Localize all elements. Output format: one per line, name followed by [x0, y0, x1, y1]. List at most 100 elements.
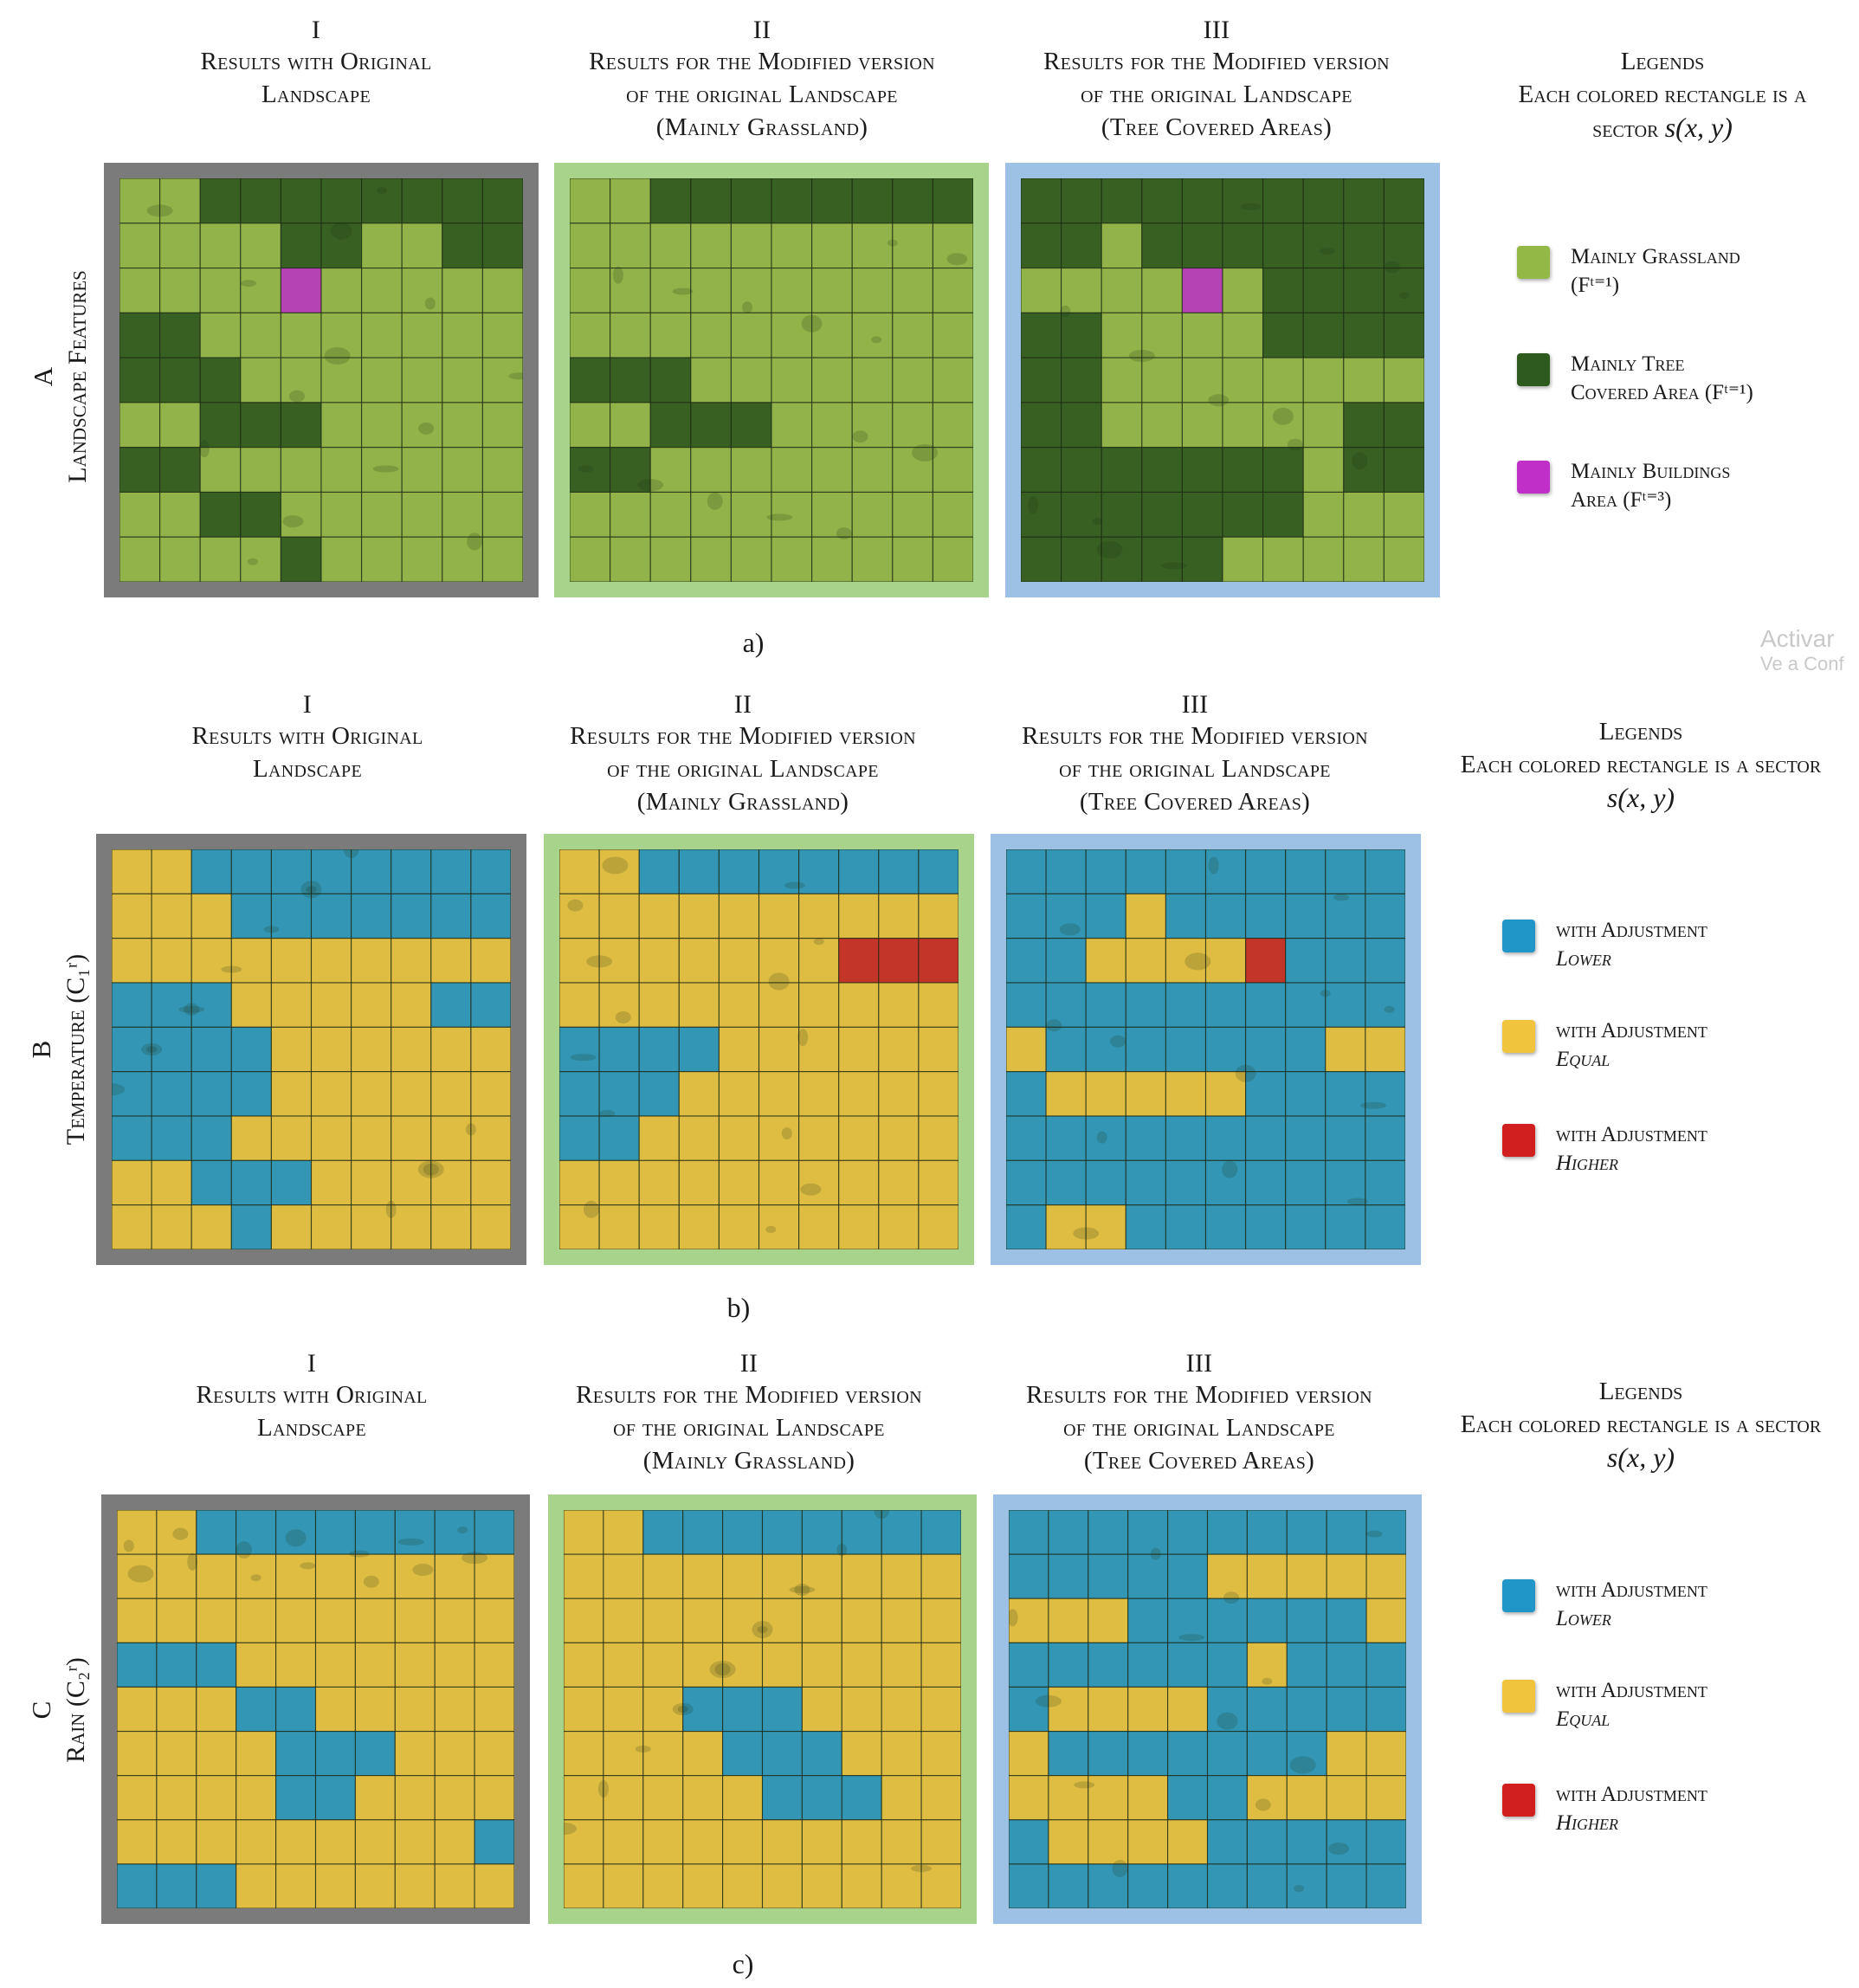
sector-lower: [1006, 982, 1047, 1028]
sector-lower: [1285, 1204, 1326, 1249]
sector-tree-covered: [280, 536, 322, 582]
sector-grassland: [1141, 312, 1183, 358]
sector-equal: [564, 1553, 604, 1599]
sector-equal: [838, 1159, 880, 1206]
sector-lower: [236, 1686, 277, 1733]
sector-equal: [354, 1819, 396, 1865]
sector-tree-covered: [1262, 491, 1304, 538]
sector-equal: [151, 938, 192, 984]
sector-lower: [761, 1510, 803, 1555]
sector-lower: [1245, 1026, 1287, 1073]
sector-equal: [310, 1026, 352, 1073]
sector-equal: [1125, 1071, 1166, 1117]
sector-lower: [1245, 849, 1287, 894]
row-title: Landscape Features: [63, 270, 92, 483]
sector-lower: [598, 1115, 640, 1161]
sector-grassland: [649, 312, 692, 358]
sector-equal: [351, 938, 392, 984]
sector-lower: [1204, 893, 1247, 939]
sector-equal: [1127, 1819, 1169, 1865]
sector-equal: [151, 1204, 192, 1249]
sector-lower: [1286, 1510, 1327, 1555]
sector-grassland: [320, 447, 363, 494]
tree-canopy-texture: [417, 1160, 444, 1178]
sector-equal: [920, 1863, 961, 1908]
sector-equal: [642, 1863, 684, 1908]
sector-tree-covered: [442, 223, 483, 269]
sector-equal: [838, 1115, 880, 1161]
sector-grassland: [320, 402, 363, 449]
sector-tree-covered: [481, 178, 523, 224]
sector-lower: [236, 1510, 277, 1555]
sector-grassland: [610, 178, 651, 224]
tree-canopy-texture: [874, 1510, 890, 1519]
sector-lower: [1246, 1510, 1288, 1555]
sector-grassland: [1302, 447, 1345, 494]
tree-canopy-texture: [1240, 203, 1262, 210]
rain-original-panel: [101, 1494, 530, 1924]
sector-grassland: [481, 491, 523, 538]
sector-equal: [112, 1204, 152, 1249]
sector-equal: [838, 893, 880, 939]
tree-canopy-texture: [306, 886, 317, 894]
sector-grassland: [649, 491, 692, 538]
tree-canopy-texture: [615, 1011, 631, 1023]
sector-lower: [314, 1731, 356, 1777]
sector-equal: [351, 1026, 392, 1073]
sector-grassland: [159, 223, 201, 269]
sector-lower: [230, 849, 272, 894]
sector-lower: [430, 893, 472, 939]
sector-equal: [1365, 1026, 1405, 1073]
sector-lower: [1325, 982, 1366, 1028]
sector-equal: [878, 1071, 920, 1117]
sector-equal: [275, 1642, 317, 1688]
tree-canopy-texture: [221, 965, 242, 973]
tree-canopy-texture: [300, 1562, 316, 1570]
column-header-row-a-2: II Results for the Modified version of t…: [589, 16, 935, 141]
tree-canopy-texture: [599, 1109, 616, 1117]
sector-grassland: [610, 223, 651, 269]
sector-grassland: [481, 536, 523, 582]
tree-canopy-texture: [300, 881, 322, 899]
legend-item-higher: with Adjustment Higher: [1502, 1120, 1707, 1178]
sector-equal: [434, 1553, 475, 1599]
sector-lower: [1125, 1026, 1166, 1073]
sector-lower: [196, 1642, 237, 1688]
sector-equal: [878, 1159, 920, 1206]
tree-canopy-texture: [1161, 562, 1188, 570]
sector-lower: [1286, 1686, 1327, 1733]
sector-lower: [1246, 1686, 1288, 1733]
tree-canopy-texture: [836, 527, 852, 540]
sector-equal: [1048, 1686, 1089, 1733]
tree-canopy-texture: [1328, 1843, 1349, 1855]
sector-lower: [1204, 1159, 1247, 1206]
sector-lower: [1167, 1775, 1209, 1821]
sector-equal: [470, 1115, 511, 1161]
sector-tree-covered: [481, 223, 523, 269]
sector-grid: [570, 178, 973, 582]
sector-equal: [878, 1115, 920, 1161]
sector-equal: [758, 1159, 800, 1206]
sector-lower: [1088, 1510, 1129, 1555]
sector-lower: [1286, 1598, 1327, 1643]
sector-grassland: [649, 536, 692, 582]
sector-grassland: [119, 268, 161, 313]
sector-lower: [310, 893, 352, 939]
sector-equal: [722, 1863, 764, 1908]
sector-lower: [1206, 1775, 1248, 1821]
sector-lower: [1326, 1642, 1367, 1688]
sector-equal: [434, 1686, 475, 1733]
sector-tree-covered: [1302, 312, 1345, 358]
sector-grassland: [811, 447, 853, 494]
row-title: Temperature (C₁ʳ): [61, 953, 90, 1146]
sector-lower: [722, 1510, 764, 1555]
sector-tree-covered: [570, 357, 611, 403]
sector-lower: [1006, 1159, 1047, 1206]
sector-grassland: [690, 223, 732, 269]
caption-c: c): [732, 1948, 754, 1979]
sector-equal: [881, 1598, 922, 1643]
sector-lower: [190, 1159, 232, 1206]
sector-equal: [881, 1686, 922, 1733]
tree-canopy-texture: [1320, 990, 1331, 997]
tree-canopy-texture: [757, 1626, 768, 1633]
